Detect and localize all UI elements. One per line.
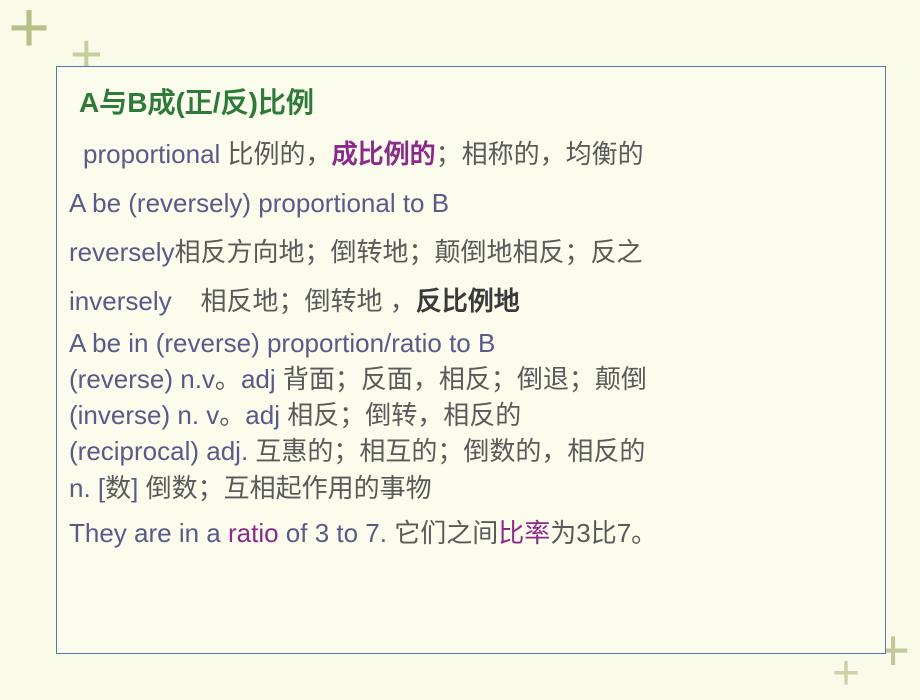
word-highlight: 成比例的	[332, 139, 436, 169]
line-example: They are in a ratio of 3 to 7. 它们之间比率为3比…	[69, 516, 873, 551]
word-en: (inverse) n. v	[69, 400, 219, 430]
word-cn: 互惠的；相互的；倒数的，相反的	[255, 436, 645, 466]
word-highlight: ratio	[228, 518, 279, 548]
sentence-en: A be (reversely) proportional to B	[69, 188, 449, 218]
word-cn: 它们之间	[394, 518, 498, 548]
word-bold: 反比例地	[416, 286, 520, 316]
word-en: reversely	[69, 237, 174, 267]
word-cn: 相反方向地；倒转地；颠倒地相反；反之	[174, 237, 642, 267]
word-cn: 相反；倒转，相反的	[287, 400, 521, 430]
line-sentence-2: A be in (reverse) proportion/ratio to B	[69, 327, 873, 361]
word-en: (reciprocal) adj.	[69, 436, 255, 466]
line-sentence-1: A be (reversely) proportional to B	[69, 186, 873, 221]
word-cn: 数	[105, 473, 131, 503]
line-inverse: (inverse) n. v。adj 相反；倒转，相反的	[69, 399, 873, 433]
title-yu: 与	[99, 87, 127, 118]
word-en: n. [	[69, 473, 105, 503]
punct: 。	[215, 364, 241, 394]
word-en: adj	[241, 364, 283, 394]
line-proportional: proportional 比例的，成比例的；相称的，均衡的	[83, 137, 873, 172]
line-inversely: inversely 相反地；倒转地 ，反比例地	[69, 284, 873, 319]
line-noun: n. [数] 倒数；互相起作用的事物	[69, 471, 873, 506]
word-en: proportional	[83, 139, 228, 169]
word-cn: ；相称的，均衡的	[436, 139, 644, 169]
title-b: B	[127, 87, 147, 118]
word-en: adj	[245, 400, 287, 430]
line-reverse: (reverse) n.v。adj 背面；反面，相反；倒退；颠倒	[69, 363, 873, 397]
title-rest: 成(正/反)比例	[147, 87, 313, 118]
punct: 。	[219, 400, 245, 430]
word-en: ]	[131, 473, 145, 503]
word-cn: 比例的，	[228, 139, 332, 169]
word-cn: 背面；反面，相反；倒退；颠倒	[283, 364, 647, 394]
word-cn: 倒数；互相起作用的事物	[146, 473, 432, 503]
sentence-en: They are in a	[69, 518, 228, 548]
sentence-en: A be in (reverse) proportion/ratio to B	[69, 328, 495, 358]
title-a: A	[79, 87, 99, 118]
spacer	[172, 286, 201, 316]
word-highlight: 比率	[498, 518, 550, 548]
line-reciprocal: (reciprocal) adj. 互惠的；相互的；倒数的，相反的	[69, 435, 873, 469]
word-en: inversely	[69, 286, 172, 316]
word-cn: 为3比7。	[550, 518, 657, 548]
decor-cross-icon: +	[8, 0, 50, 64]
heading-title: A与B成(正/反)比例	[79, 81, 873, 121]
content-panel: A与B成(正/反)比例 proportional 比例的，成比例的；相称的，均衡…	[56, 66, 886, 654]
sentence-en: of 3 to 7.	[279, 518, 395, 548]
word-en: (reverse) n.v	[69, 364, 215, 394]
word-cn: 相反地；倒转地 ，	[201, 286, 416, 316]
line-reversely: reversely相反方向地；倒转地；颠倒地相反；反之	[69, 235, 873, 270]
decor-cross-icon: +	[832, 650, 860, 698]
